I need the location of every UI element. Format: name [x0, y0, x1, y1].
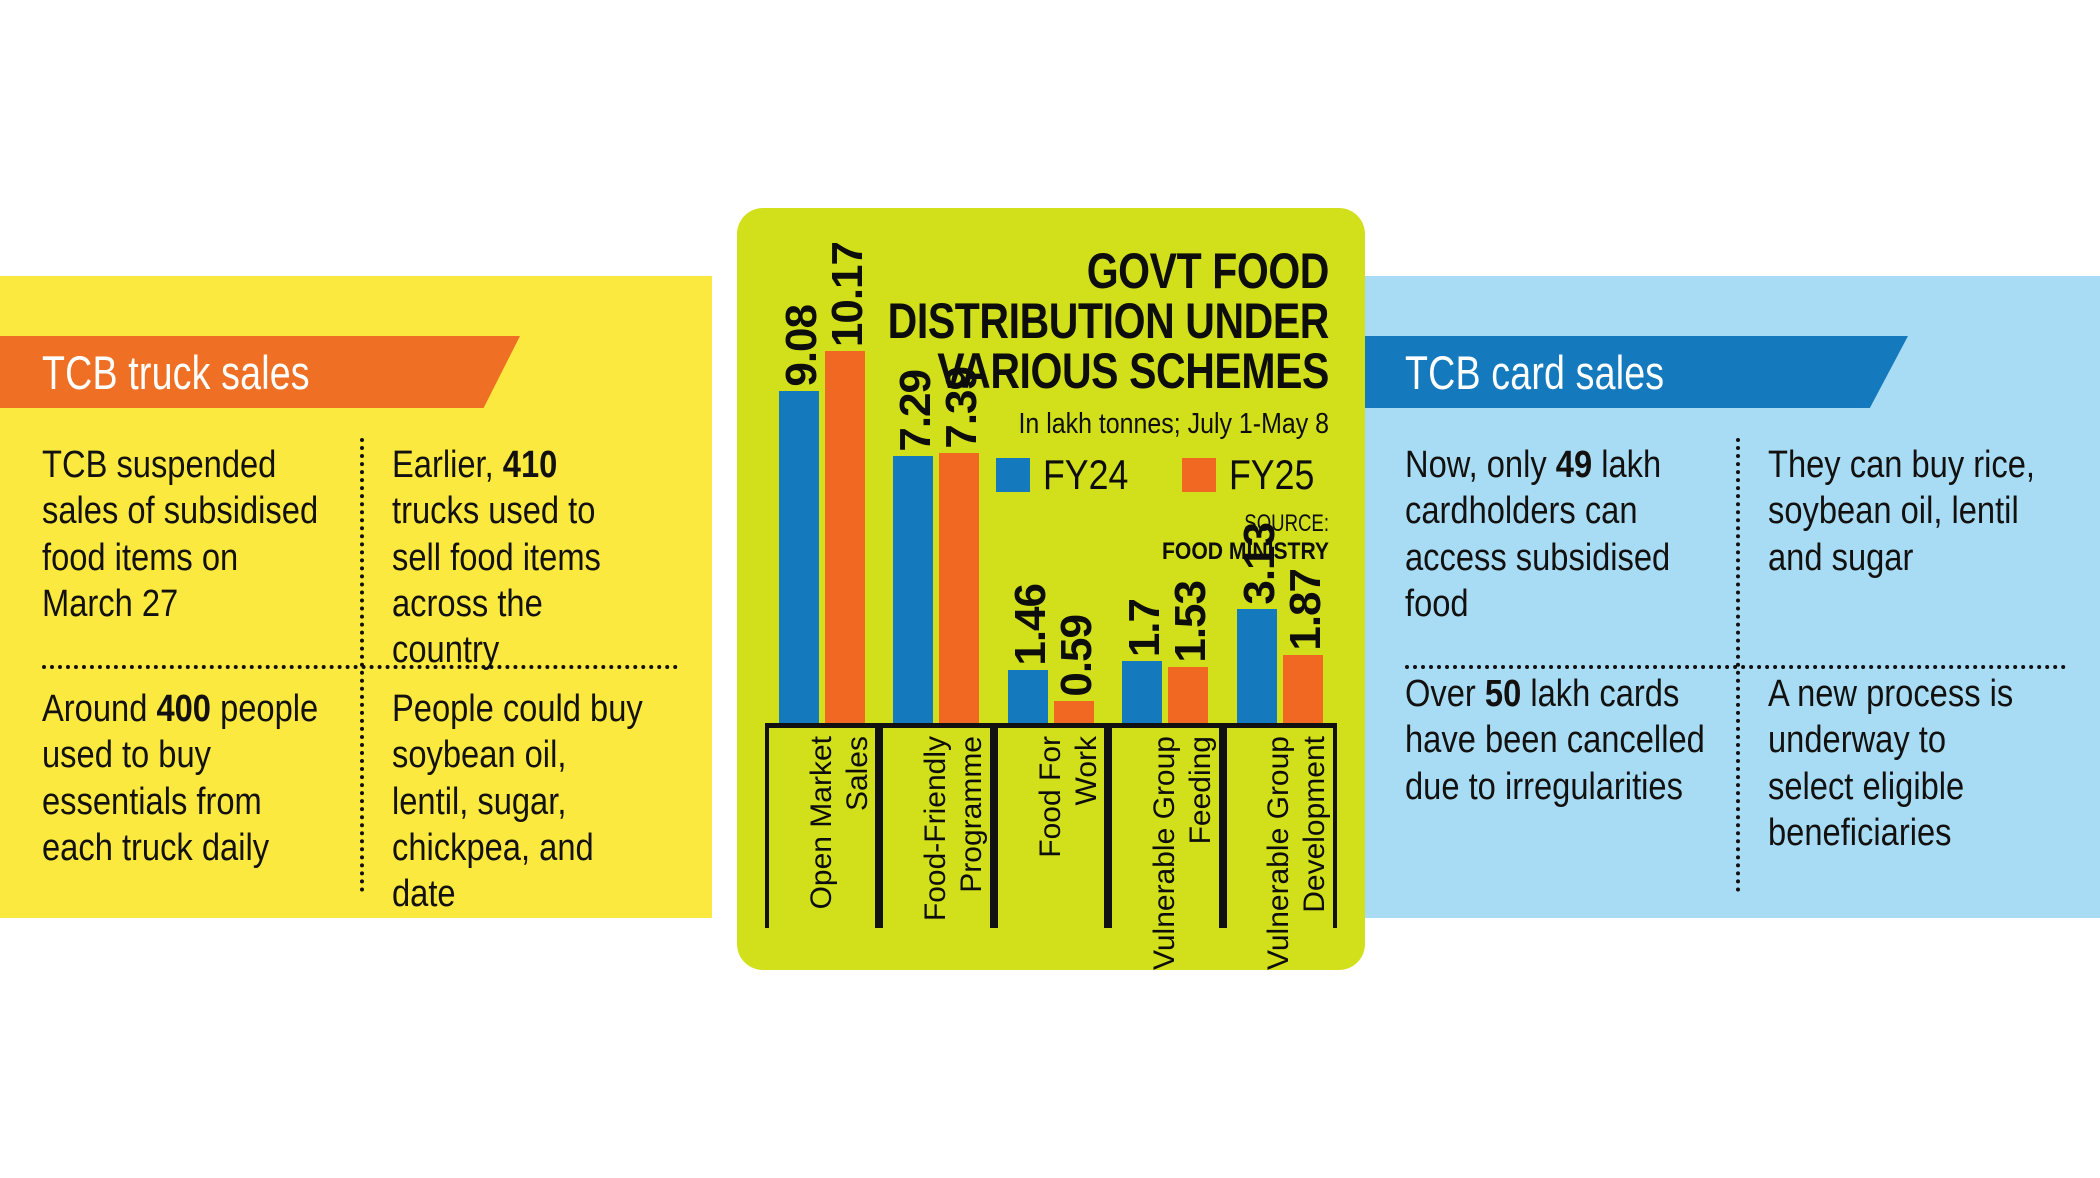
chart-bar-fy24	[1007, 670, 1048, 723]
left-panel-grid: TCB suspended sales of subsidised food i…	[42, 436, 678, 915]
chart-category-label-line: Feeding	[1184, 736, 1218, 845]
chart-bar-fy25	[825, 351, 865, 723]
chart-legend: FY24 FY25	[996, 451, 1329, 499]
chart-category-labels: Open Market Sales Food-Friendly Programme Fo…	[765, 728, 1337, 970]
chart-bar-fy25	[1168, 667, 1209, 723]
chart-category-label-line: Food For	[1033, 736, 1067, 858]
chart-card: GOVT FOOD DISTRIBUTION UNDER VARIOUS SCH…	[737, 208, 1365, 970]
fact-they-can-buy: They can buy rice, soybean oil, lentil a…	[1736, 436, 2067, 665]
chart-x-axis-line	[765, 723, 1337, 728]
chart-subtitle-text: In lakh tonnes; July 1-May 8	[1018, 408, 1329, 440]
fact-over-50-lakh: Over 50 lakh cards have been cancelled d…	[1405, 665, 1736, 894]
chart-category-1: Open Market Sales	[765, 728, 880, 928]
chart-value-label-fy25: 10.17	[823, 241, 872, 347]
legend-swatch-fy25	[1181, 458, 1216, 492]
chart-value-label-fy25: 1.87	[1280, 569, 1330, 651]
chart-category-label-line: Programme	[955, 736, 989, 893]
chart-bar-fy25	[1053, 701, 1094, 723]
chart-title-line-3: VARIOUS SCHEMES	[937, 343, 1329, 399]
chart-value-label-fy24: 9.08	[777, 305, 826, 387]
chart-bar-group: 3.13 1.87	[1234, 328, 1337, 723]
chart-bar-group: 1.46 0.59	[1005, 328, 1108, 723]
chart-category-2: Food-Friendly Programme	[879, 728, 994, 928]
chart-category-label-line: Work	[1069, 736, 1103, 806]
fact-new-process-text: A new process is underway to select elig…	[1767, 673, 2013, 855]
chart-category-label-line: Sales	[840, 736, 874, 812]
chart-value-label-fy24: 1.7	[1120, 598, 1170, 657]
right-panel-grid: Now, only 49 lakh cardholders can access…	[1405, 436, 2066, 894]
tcb-truck-sales-panel: TCB truck sales TCB suspended sales of s…	[0, 276, 712, 918]
legend-label-fy25: FY25	[1228, 451, 1314, 498]
chart-bar-group: 1.7 1.53	[1120, 328, 1222, 723]
fact-around-400-people: Around 400 people used to buy essentials…	[42, 680, 360, 924]
chart-title-line-1: GOVT FOOD	[1086, 243, 1330, 299]
chart-source-text: SOURCE: FOOD MINISTRY	[1161, 510, 1329, 565]
chart-bar-fy24	[1236, 609, 1277, 723]
chart-bar-group: 9.08 10.17	[777, 242, 879, 723]
chart-category-label-line: Food-Friendly	[919, 736, 953, 922]
fact-they-can-buy-text: They can buy rice, soybean oil, lentil a…	[1767, 444, 2035, 579]
chart-value-label-fy24: 3.13	[1234, 523, 1284, 605]
fact-tcb-suspended: TCB suspended sales of subsidised food i…	[42, 436, 360, 680]
chart-value-label-fy25: 0.59	[1051, 615, 1101, 697]
fact-around-400-people-text: Around 400 people used to buy essentials…	[42, 687, 319, 869]
chart-subtitle: In lakh tonnes; July 1-May 8	[769, 408, 1329, 441]
chart-category-label-line: Vulnerable Group	[1262, 736, 1296, 971]
fact-tcb-suspended-text: TCB suspended sales of subsidised food i…	[42, 444, 319, 626]
chart-bar-fy25	[1282, 655, 1323, 723]
chart-bar-fy25	[939, 453, 980, 723]
chart-title-line-2: DISTRIBUTION UNDER	[887, 293, 1330, 349]
chart-value-label-fy24: 1.46	[1005, 584, 1055, 666]
tcb-card-sales-panel: TCB card sales Now, only 49 lakh cardhol…	[1363, 276, 2100, 918]
chart-category-label-line: Development	[1298, 736, 1332, 913]
tcb-truck-sales-banner-label: TCB truck sales	[42, 345, 310, 399]
chart-plot-area: 9.08 10.17 7.29 7.39 1.46 0.59 1.7 1.53 3.13 1.87	[765, 242, 1337, 728]
chart-value-label-fy25: 1.53	[1166, 581, 1216, 663]
chart-bar-fy24	[1122, 661, 1163, 723]
tcb-card-sales-banner: TCB card sales	[1363, 336, 1908, 408]
chart-value-label-fy25: 7.39	[937, 367, 987, 449]
chart-value-label-fy24: 7.29	[891, 370, 941, 452]
chart-category-label-line: Open Market	[804, 736, 838, 910]
fact-now-49-lakh: Now, only 49 lakh cardholders can access…	[1405, 436, 1736, 665]
chart-category-4: Vulnerable Group Feeding	[1108, 728, 1223, 970]
fact-earlier-410-trucks: Earlier, 410 trucks used to sell food it…	[360, 436, 678, 680]
right-horizontal-divider	[1405, 665, 2066, 669]
legend-label-fy24: FY24	[1043, 451, 1129, 498]
chart-source: SOURCE: FOOD MINISTRY	[769, 510, 1329, 566]
legend-item-fy24: FY24	[996, 451, 1143, 499]
fact-people-could-buy-text: People could buy soybean oil, lentil, su…	[392, 687, 643, 916]
left-horizontal-divider	[42, 665, 678, 669]
tcb-card-sales-banner-label: TCB card sales	[1405, 345, 1665, 399]
chart-category-3: Food For Work	[993, 728, 1109, 928]
tcb-truck-sales-banner: TCB truck sales	[0, 336, 520, 408]
fact-people-could-buy: People could buy soybean oil, lentil, su…	[360, 680, 678, 924]
chart-bar-group: 7.29 7.39	[891, 328, 993, 723]
chart-title: GOVT FOOD DISTRIBUTION UNDER VARIOUS SCH…	[769, 243, 1330, 399]
chart-category-label-line: Vulnerable Group	[1148, 736, 1182, 971]
fact-earlier-410-trucks-text: Earlier, 410 trucks used to sell food it…	[392, 444, 601, 672]
legend-item-fy25: FY25	[1181, 451, 1329, 499]
legend-swatch-fy24	[996, 458, 1031, 492]
fact-new-process: A new process is underway to select elig…	[1736, 665, 2067, 894]
chart-bar-fy24	[779, 391, 819, 723]
chart-category-5: Vulnerable Group Development	[1222, 728, 1337, 970]
chart-bar-fy24	[893, 456, 934, 723]
fact-over-50-lakh-text: Over 50 lakh cards have been cancelled d…	[1405, 673, 1705, 808]
fact-now-49-lakh-text: Now, only 49 lakh cardholders can access…	[1405, 444, 1671, 626]
